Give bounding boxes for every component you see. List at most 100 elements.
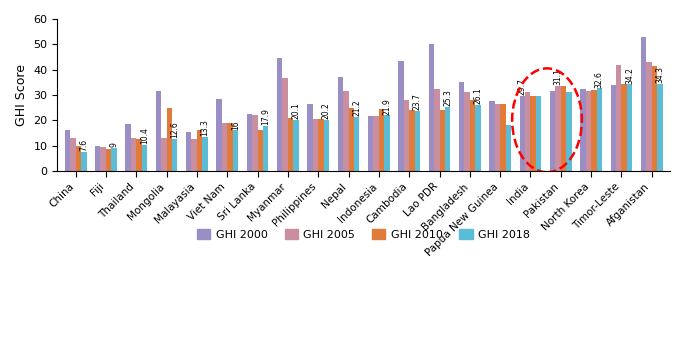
Bar — [586, 91, 591, 171]
Bar — [530, 96, 536, 171]
Bar — [197, 130, 202, 171]
Bar — [641, 37, 647, 171]
Bar — [166, 108, 172, 171]
Text: 29.7: 29.7 — [518, 78, 527, 95]
Bar — [349, 108, 354, 171]
Bar — [610, 85, 616, 171]
Bar — [627, 84, 632, 171]
Bar — [652, 66, 658, 171]
Bar — [429, 44, 434, 171]
Text: 7.6: 7.6 — [79, 139, 88, 151]
Text: 25.3: 25.3 — [443, 89, 452, 106]
Bar — [247, 114, 252, 171]
Bar — [233, 130, 238, 171]
Bar — [379, 109, 384, 171]
Text: 26.1: 26.1 — [473, 87, 482, 104]
Text: 17.9: 17.9 — [261, 108, 271, 125]
Bar — [591, 90, 597, 171]
Bar — [403, 100, 409, 171]
Bar — [440, 110, 445, 171]
Bar — [464, 92, 470, 171]
Bar — [550, 91, 556, 171]
Text: 20.2: 20.2 — [322, 102, 331, 119]
Bar — [106, 149, 112, 171]
Text: 16: 16 — [231, 120, 240, 130]
Text: 10.4: 10.4 — [140, 127, 149, 144]
Text: 20.1: 20.1 — [292, 103, 301, 119]
Bar — [658, 84, 662, 171]
Bar — [409, 110, 414, 171]
Bar — [647, 62, 652, 171]
Bar — [525, 92, 530, 171]
Bar — [227, 123, 233, 171]
Bar — [75, 145, 81, 171]
Bar — [202, 137, 208, 171]
Bar — [384, 116, 390, 171]
Bar — [414, 111, 420, 171]
Bar — [580, 89, 586, 171]
Bar — [222, 123, 227, 171]
Text: 34.3: 34.3 — [656, 66, 664, 83]
Bar — [475, 105, 481, 171]
Bar — [258, 130, 263, 171]
Bar — [161, 138, 166, 171]
Text: 23.7: 23.7 — [413, 93, 422, 110]
Bar — [186, 132, 191, 171]
Bar — [282, 78, 288, 171]
Bar — [520, 96, 525, 171]
Bar — [112, 148, 117, 171]
Bar — [263, 126, 269, 171]
Bar — [506, 125, 511, 171]
Text: 13.3: 13.3 — [201, 119, 210, 136]
Bar — [368, 117, 373, 171]
Bar — [338, 77, 343, 171]
Bar — [470, 100, 475, 171]
Bar — [445, 107, 451, 171]
Text: 21.2: 21.2 — [352, 100, 361, 117]
Bar — [216, 99, 222, 171]
Bar — [597, 88, 602, 171]
Bar — [343, 91, 349, 171]
Bar — [313, 119, 319, 171]
Bar — [495, 104, 500, 171]
Y-axis label: GHI Score: GHI Score — [15, 64, 28, 126]
Bar — [319, 119, 324, 171]
Bar — [101, 147, 106, 171]
Legend: GHI 2000, GHI 2005, GHI 2010, GHI 2018: GHI 2000, GHI 2005, GHI 2010, GHI 2018 — [192, 225, 535, 244]
Bar — [536, 96, 541, 171]
Bar — [616, 65, 621, 171]
Text: 12.6: 12.6 — [171, 122, 179, 138]
Bar — [277, 58, 282, 171]
Text: 32.6: 32.6 — [595, 71, 604, 88]
Bar — [308, 104, 313, 171]
Bar — [81, 152, 86, 171]
Bar — [142, 144, 147, 171]
Bar — [288, 118, 293, 171]
Bar — [64, 130, 70, 171]
Bar — [500, 104, 506, 171]
Bar — [95, 145, 101, 171]
Bar — [373, 117, 379, 171]
Bar — [324, 120, 329, 171]
Bar — [252, 115, 258, 171]
Bar — [293, 120, 299, 171]
Bar — [489, 101, 495, 171]
Bar — [131, 138, 136, 171]
Bar — [561, 86, 566, 171]
Text: 21.9: 21.9 — [382, 98, 392, 115]
Bar — [70, 138, 75, 171]
Bar — [556, 86, 561, 171]
Bar — [434, 89, 440, 171]
Bar — [172, 139, 177, 171]
Bar — [566, 92, 572, 171]
Bar — [398, 61, 403, 171]
Bar — [191, 139, 197, 171]
Text: 31.1: 31.1 — [553, 69, 562, 85]
Bar — [125, 124, 131, 171]
Bar — [459, 82, 464, 171]
Bar — [354, 117, 360, 171]
Text: 9: 9 — [110, 143, 119, 147]
Text: 34.2: 34.2 — [625, 67, 634, 83]
Bar — [621, 84, 627, 171]
Bar — [155, 91, 161, 171]
